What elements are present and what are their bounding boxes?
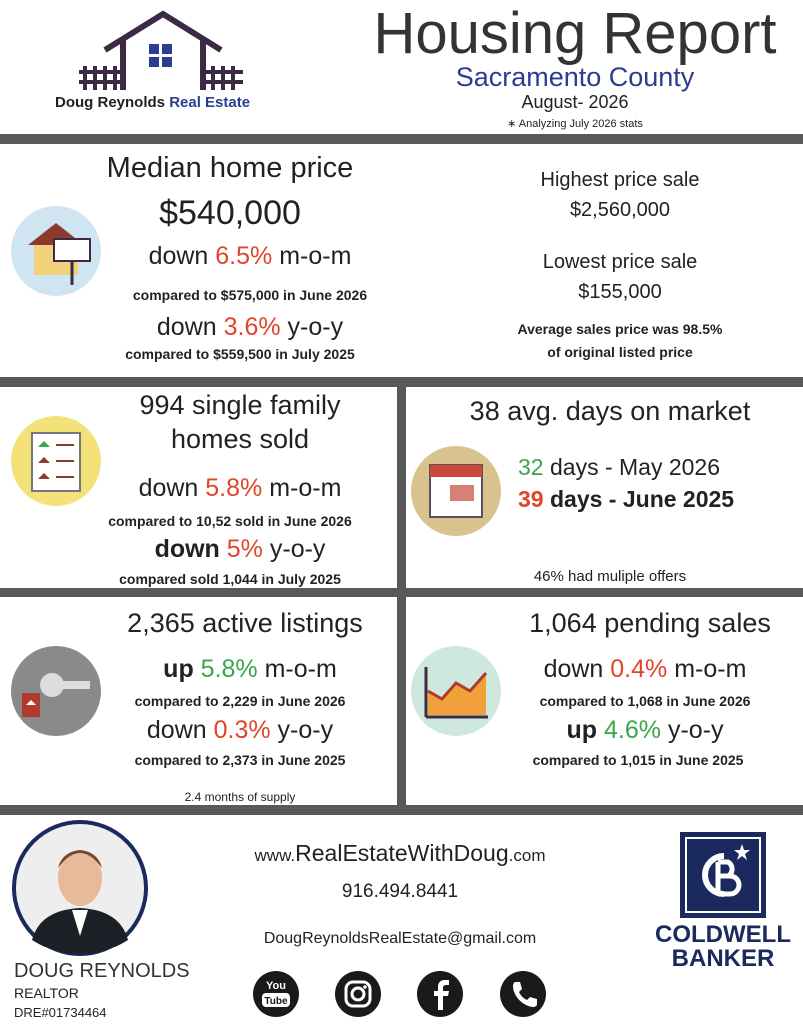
median-mom-note: compared to $575,000 in June 2026 [132,287,368,303]
days-note: 46% had muliple offers [533,568,687,585]
mom-word: down [148,242,209,270]
yoy-word: down [156,313,217,341]
pending-mom: down 0.4% m-o-m [495,655,795,684]
average-line: Average sales price was 98.5% [517,321,723,337]
yoy-word: up [566,716,598,744]
days-num: 32 [518,454,544,480]
brand-line: COLDWELL [655,921,791,948]
median-price: $540,000 [159,194,301,232]
sold-yoy-note: compared sold 1,044 in July 2025 [119,571,341,587]
highest-label: Highest price sale [540,169,700,191]
active-yoy: down 0.3% y-o-y [90,716,390,745]
yoy-word: down [154,535,220,563]
website[interactable]: www.RealEstateWithDoug.com [250,840,550,867]
supply-note: 2.4 months of supply [184,790,296,804]
lowest-value: $155,000 [578,281,662,303]
for-sale-icon [11,206,101,296]
brand-line: BANKER [671,945,775,972]
days-line: 32 days - May 2026 [518,454,720,481]
active-yoy-note: compared to 2,373 in June 2025 [134,752,346,768]
mom-pct: 6.5% [215,242,273,270]
days-text: days - May 2026 [549,454,721,480]
active-title: 2,365 active listings [127,608,363,638]
key-icon [11,646,101,736]
report-date: August- 2026 [521,92,629,112]
sold-title: 994 single family [139,390,341,420]
lowest-label: Lowest price sale [542,251,698,273]
agent-license: DRE#01734464 [14,1005,107,1020]
youtube-text: Tube [264,996,288,1007]
agent-photo [12,820,148,956]
report-note: ∗ Analyzing July 2026 stats [507,118,643,130]
days-title: 38 avg. days on market [469,396,751,426]
email[interactable]: DougReynoldsRealEstate@gmail.com [263,930,537,947]
divider [0,377,803,387]
mom-unit: m-o-m [269,474,342,502]
median-yoy-note: compared to $559,500 in July 2025 [125,346,355,362]
days-text: days - June 2025 [549,486,735,512]
calendar-icon [411,446,501,536]
active-mom: up 5.8% m-o-m [100,655,400,684]
median-mom: down 6.5% m-o-m [100,242,400,271]
website-main: RealEstateWithDoug [295,840,509,866]
agent-role: REALTOR [14,985,79,1001]
chart-icon [411,646,501,736]
county: Sacramento County [455,62,695,92]
mom-word: down [543,655,604,683]
mom-pct: 0.4% [610,655,668,683]
youtube-text: You [266,980,286,992]
yoy-unit: y-o-y [287,313,344,341]
median-title: Median home price [106,152,354,184]
pending-yoy-note: compared to 1,015 in June 2025 [532,752,744,768]
yoy-pct: 0.3% [213,716,271,744]
divider [0,134,803,144]
yoy-pct: 5% [226,535,263,563]
logo-name: Doug Reynolds [55,94,166,111]
divider [0,805,803,815]
website-suffix: .com [508,846,546,865]
facebook-icon[interactable] [416,970,464,1018]
instagram-icon[interactable] [334,970,382,1018]
days-num: 39 [518,486,544,512]
logo-house [79,10,243,90]
highest-value: $2,560,000 [569,199,671,221]
pending-title: 1,064 pending sales [529,608,771,638]
median-yoy: down 3.6% y-o-y [100,313,400,342]
agent-name: DOUG REYNOLDS [14,960,190,982]
website-prefix: www. [254,846,296,865]
mom-unit: m-o-m [279,242,352,270]
mom-unit: m-o-m [264,655,337,683]
sold-mom: down 5.8% m-o-m [90,474,390,503]
report-title: Housing Report [373,1,777,66]
average-line: of original listed price [547,344,693,360]
sold-yoy: down 5% y-o-y [90,535,390,564]
yoy-pct: 3.6% [223,313,281,341]
mom-pct: 5.8% [205,474,263,502]
divider [397,387,406,807]
mom-unit: m-o-m [674,655,747,683]
active-mom-note: compared to 2,229 in June 2026 [134,693,346,709]
coldwell-logo [680,832,766,918]
yoy-pct: 4.6% [604,716,661,744]
mom-word: up [163,655,194,683]
days-line: 39 days - June 2025 [518,486,734,513]
phone: 916.494.8441 [341,881,459,902]
sold-mom-note: compared to 10,52 sold in June 2026 [108,513,352,529]
yoy-unit: y-o-y [269,535,326,563]
youtube-icon[interactable]: You Tube [252,970,300,1018]
logo-text: Doug Reynolds Real Estate [55,94,250,111]
yoy-unit: y-o-y [277,716,334,744]
mom-word: down [138,474,199,502]
homes-icon [11,416,101,506]
yoy-word: down [146,716,207,744]
divider [0,588,803,597]
pending-mom-note: compared to 1,068 in June 2026 [539,693,751,709]
pending-yoy: up 4.6% y-o-y [495,716,795,745]
phone-icon[interactable] [499,970,547,1018]
sold-title: homes sold [170,424,310,454]
logo-brand: Real Estate [169,94,251,111]
mom-pct: 5.8% [200,655,258,683]
yoy-unit: y-o-y [667,716,724,744]
